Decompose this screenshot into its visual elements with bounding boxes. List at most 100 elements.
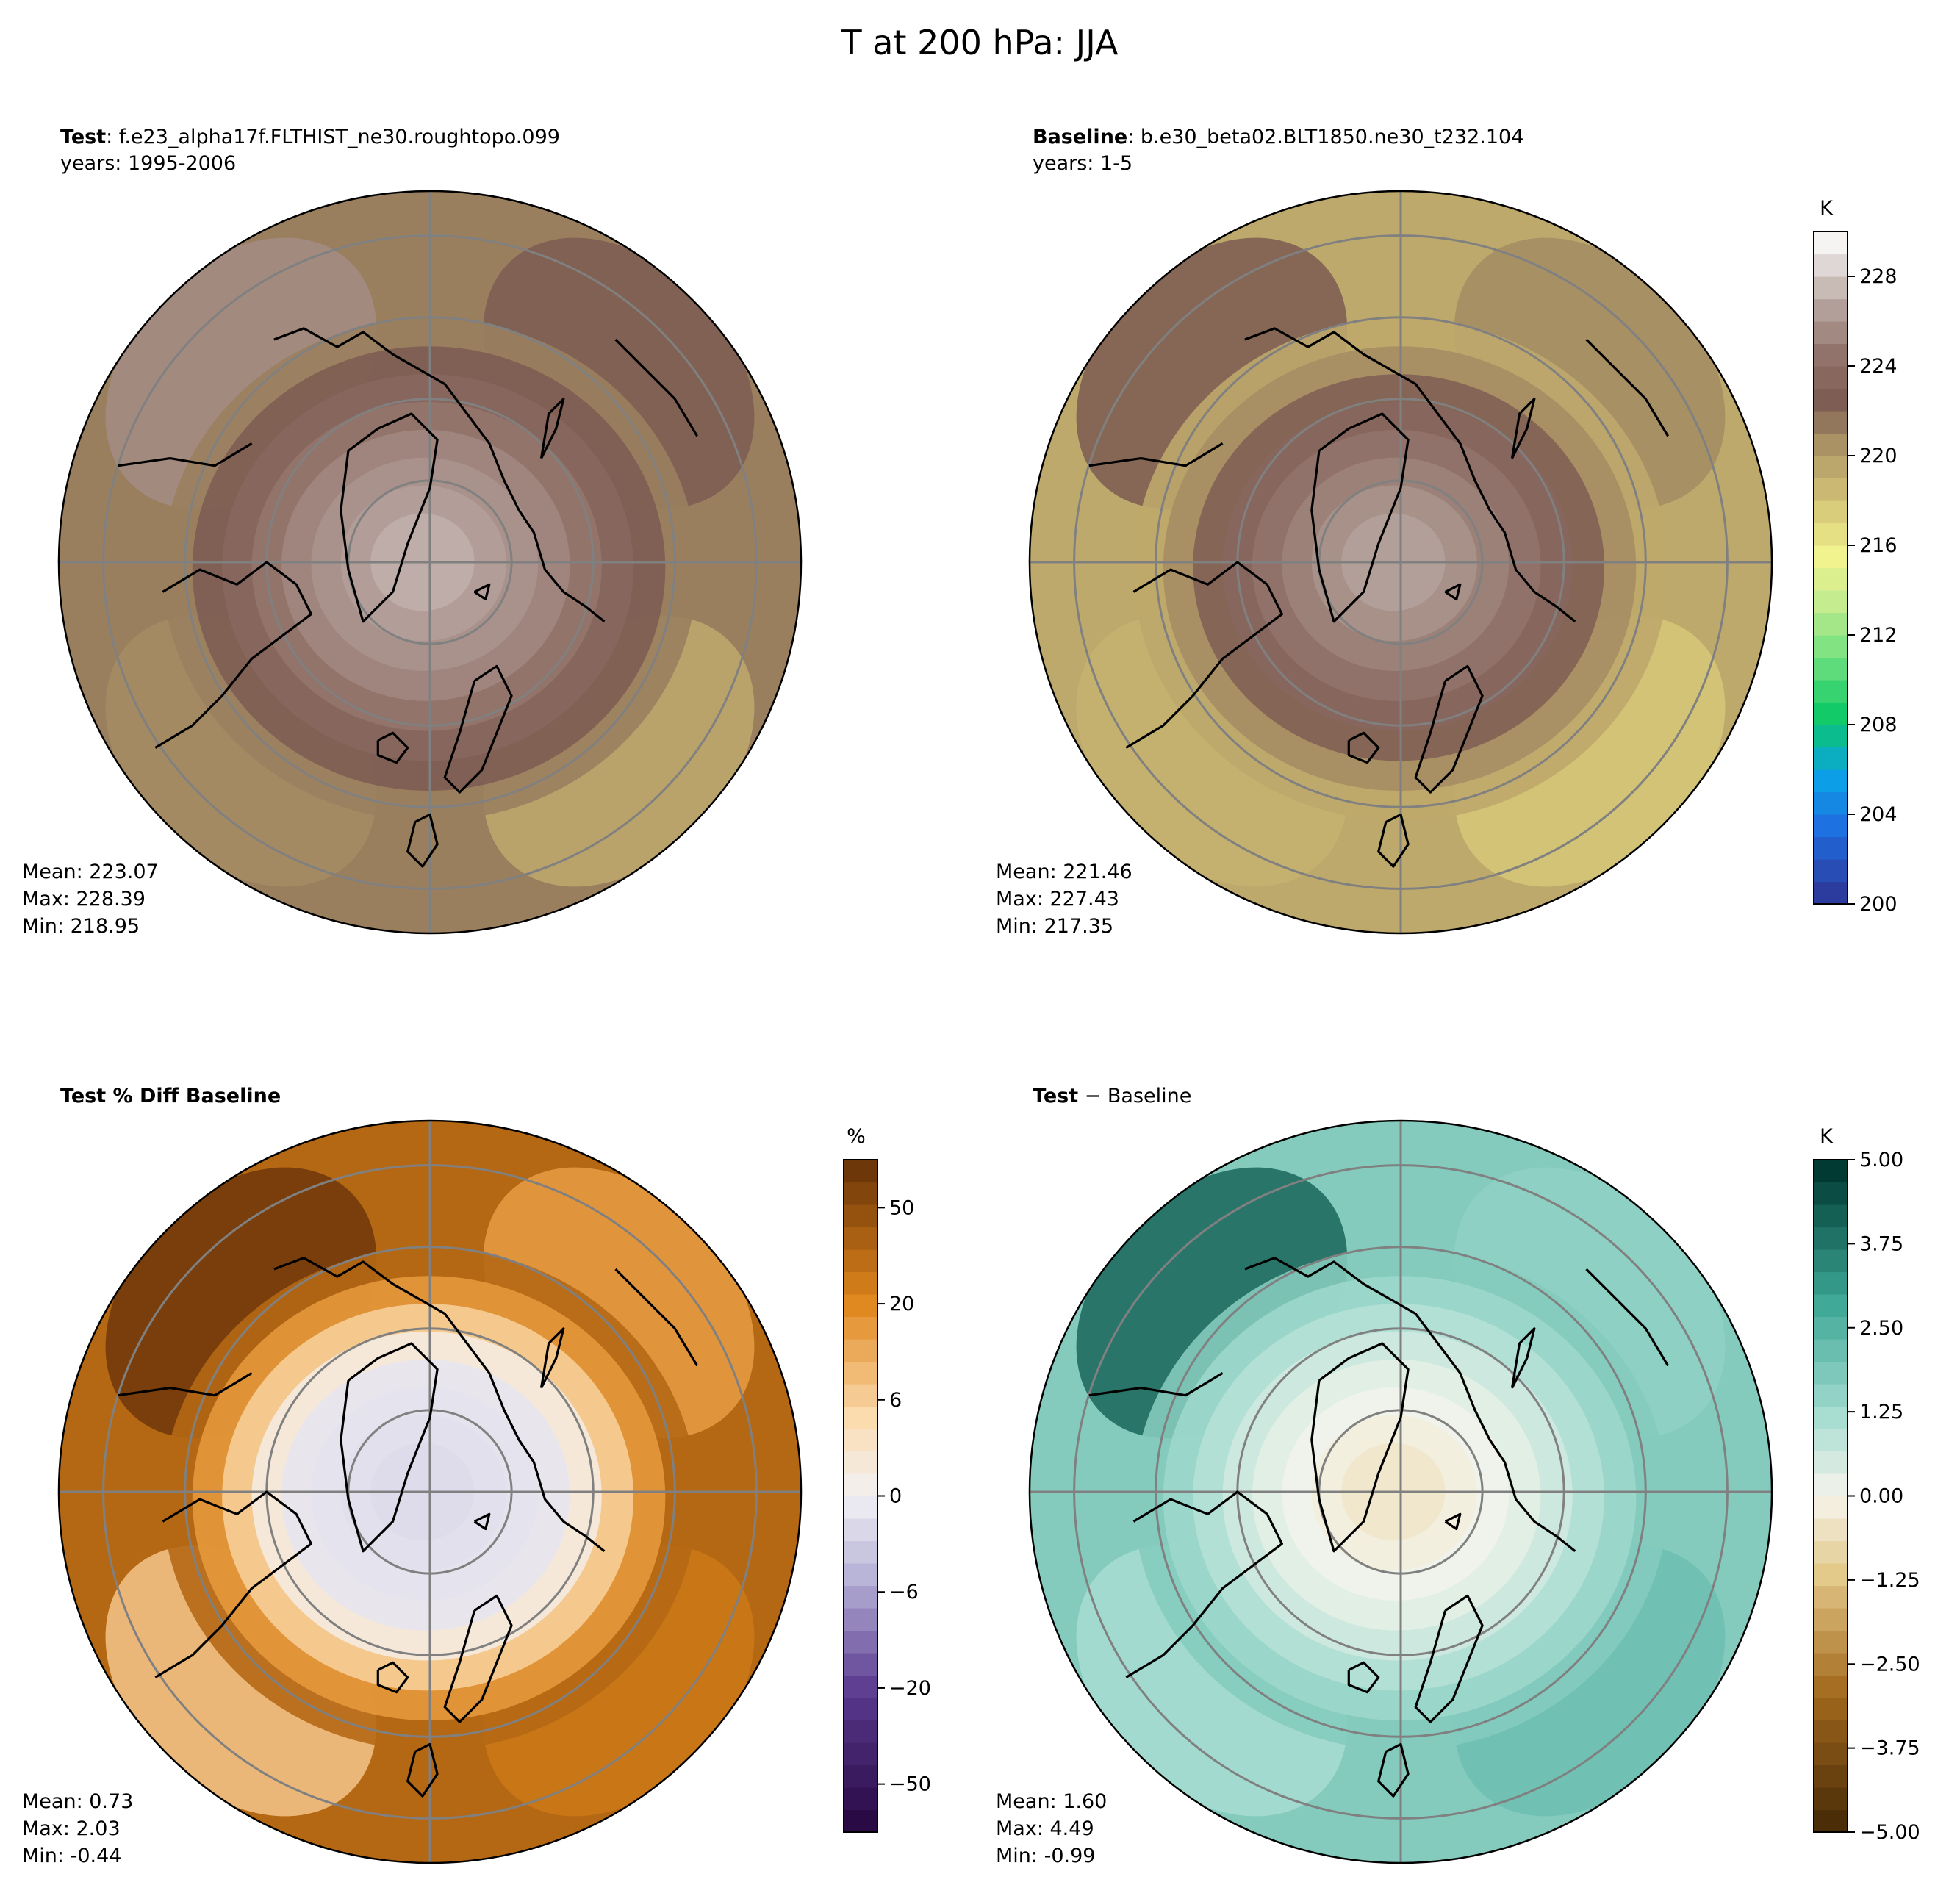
colorbar-segment [1814, 1653, 1848, 1676]
colorbar-tick-label: −5.00 [1859, 1821, 1920, 1844]
colorbar-segment [1814, 1698, 1848, 1721]
colorbar-tick-label: 228 [1859, 265, 1898, 288]
colorbar-segment [1814, 1271, 1848, 1295]
coastline [614, 1268, 698, 1367]
colorbar-tick-label: −3.75 [1859, 1737, 1920, 1760]
coastline [273, 327, 606, 623]
colorbar-tick-label: −6 [889, 1581, 919, 1604]
stat-max: Max: 228.39 [22, 888, 146, 911]
coastline [1310, 412, 1410, 623]
colorbar-tick-label: −1.25 [1859, 1569, 1920, 1592]
colorbar-segment [1814, 1496, 1848, 1519]
colorbar-segment [1814, 657, 1848, 681]
coastline [614, 338, 698, 437]
colorbar-segment [1814, 1451, 1848, 1474]
colorbar-segment [1814, 859, 1848, 883]
colorbar-tick-label: 1.25 [1859, 1401, 1903, 1423]
colorbar-tick-label: 212 [1859, 624, 1898, 647]
map-boundary [57, 1119, 803, 1864]
colorbar-segment [1814, 1630, 1848, 1654]
colorbar-tick-label: 208 [1859, 714, 1898, 736]
coastline [1244, 327, 1576, 623]
colorbar-tick-label: 0 [889, 1485, 902, 1508]
colorbar-tick-label: −2.50 [1859, 1653, 1920, 1676]
colorbar-tick-label: −20 [889, 1677, 931, 1700]
colorbar-segment [1814, 276, 1848, 300]
stat-mean: Mean: 223.07 [22, 861, 159, 883]
colorbar-tick-label: 3.75 [1859, 1232, 1903, 1255]
panel-title: Test: f.e23_alpha17f.FLTHIST_ne30.rought… [60, 126, 560, 148]
colorbar-tick-label: 224 [1859, 355, 1898, 378]
colorbar-tick-label: 200 [1859, 893, 1898, 916]
colorbar-segment [1814, 836, 1848, 860]
colorbar-segment [844, 1764, 877, 1788]
colorbar-segment [1814, 545, 1848, 569]
colorbar-segment [844, 1473, 877, 1497]
coastline [406, 813, 439, 868]
panel-title-rest: − Baseline [1078, 1085, 1191, 1107]
coastline [1347, 731, 1380, 764]
colorbar-segment [1814, 231, 1848, 255]
colorbar-segment [1814, 1720, 1848, 1743]
coastline [154, 1490, 312, 1678]
colorbar-segment [1814, 1540, 1848, 1564]
panel-title-bold: Test [60, 126, 106, 148]
colorbar-segment [844, 1608, 877, 1631]
colorbar-segment [1814, 635, 1848, 658]
figure-title: T at 200 hPa: JJA [841, 23, 1119, 62]
map-panel-2: Baseline: b.e30_beta02.BLT1850.ne30_t232… [996, 126, 1773, 938]
colorbar-segment [1814, 456, 1848, 479]
colorbar-segment [1814, 1742, 1848, 1766]
stat-max: Max: 227.43 [996, 888, 1119, 911]
panel-title-rest: : f.e23_alpha17f.FLTHIST_ne30.roughtopo.… [106, 126, 560, 148]
panel-subtitle: years: 1-5 [1033, 152, 1132, 175]
coastline [1125, 1490, 1283, 1678]
colorbar-segment [844, 1429, 877, 1452]
coastline [1585, 338, 1669, 437]
panel-subtitle: years: 1995-2006 [60, 152, 236, 175]
colorbar-tick-label: 6 [889, 1389, 902, 1412]
colorbar-segment [1814, 1585, 1848, 1609]
colorbar-segment [1814, 343, 1848, 367]
colorbar-segment [844, 1249, 877, 1273]
colorbar-segment [1814, 814, 1848, 838]
panel-title: Test % Diff Baseline [60, 1085, 281, 1107]
colorbar-segment [1814, 411, 1848, 434]
colorbar-4: K −5.00 −3.75 −2.50 −1.25 0.00 1.25 2.50 3.75 5.0… [1813, 1125, 1920, 1844]
map-boundary [1028, 190, 1773, 935]
colorbar-segment [1814, 725, 1848, 748]
coastlines [118, 327, 698, 868]
colorbar-segment [1814, 769, 1848, 793]
colorbar-segment [1814, 433, 1848, 456]
colorbar-segment [1814, 523, 1848, 546]
stat-mean: Mean: 0.73 [22, 1790, 133, 1813]
colorbar-segment [1814, 254, 1848, 277]
colorbar-segment [844, 1787, 877, 1811]
colorbar-segment [1814, 500, 1848, 524]
coastlines [1088, 327, 1669, 868]
coastline [273, 1257, 606, 1553]
coastline [376, 1661, 409, 1694]
stat-max: Max: 4.49 [996, 1817, 1094, 1840]
colorbar-segment [1814, 388, 1848, 412]
coastline [1585, 1268, 1669, 1367]
coastline [1510, 398, 1536, 459]
colorbar-tick-label: 50 [889, 1196, 914, 1219]
colorbar-segment [844, 1585, 877, 1609]
colorbar-segment [844, 1653, 877, 1676]
colorbar-segment [1814, 1787, 1848, 1811]
colorbar-segment [844, 1563, 877, 1587]
colorbar-segment [844, 1698, 877, 1721]
colorbar-segment [844, 1361, 877, 1385]
colorbar-segment [1814, 1809, 1848, 1833]
coastline [443, 1594, 513, 1723]
colorbar-segment [1814, 1675, 1848, 1698]
coastline [1088, 1372, 1224, 1397]
map-boundary [57, 190, 803, 935]
colorbar-segment [1814, 590, 1848, 614]
colorbar-segment [1814, 1160, 1848, 1183]
coastline [154, 561, 312, 749]
coastline [118, 442, 253, 467]
colorbar-segment [1814, 1182, 1848, 1205]
